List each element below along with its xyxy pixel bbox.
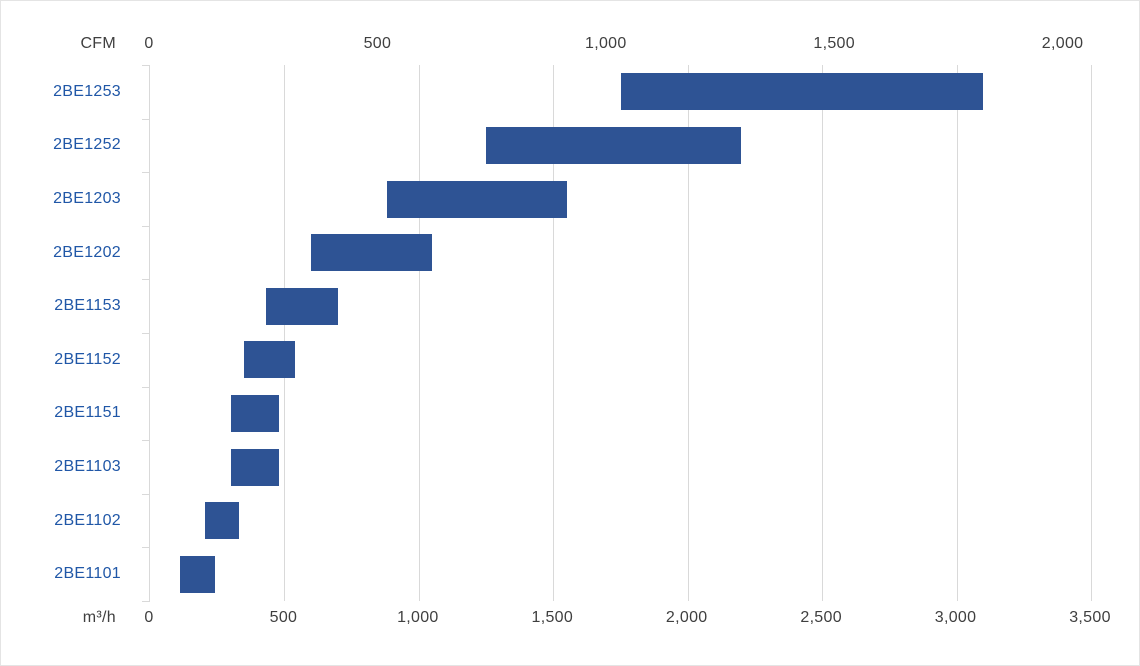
top-axis-tick-label: 1,000 bbox=[585, 35, 627, 52]
category-label-2BE1253: 2BE1253 bbox=[53, 82, 121, 100]
bottom-axis-unit-label: m³/h bbox=[82, 609, 116, 626]
bottom-axis-tick-label: 1,000 bbox=[397, 609, 439, 626]
top-axis-ticks: 0 500 1,000 1,500 2,000 bbox=[144, 35, 1090, 57]
y-axis-tick bbox=[142, 172, 150, 173]
range-bar-2BE1102 bbox=[205, 502, 239, 539]
y-axis-tick bbox=[142, 226, 150, 227]
range-bar-2BE1203 bbox=[386, 181, 567, 218]
y-axis-tick bbox=[142, 440, 150, 441]
y-axis-tick bbox=[142, 387, 150, 388]
y-axis-tick bbox=[142, 547, 150, 548]
y-axis-tick bbox=[142, 601, 150, 602]
range-bar-2BE1103 bbox=[230, 449, 280, 486]
category-label-2BE1103: 2BE1103 bbox=[54, 458, 121, 475]
category-label-2BE1153: 2BE1153 bbox=[54, 297, 121, 315]
range-bar-2BE1101 bbox=[179, 556, 215, 593]
bottom-axis-tick-label: 2,500 bbox=[800, 609, 842, 626]
top-axis-tick-label: 1,500 bbox=[813, 35, 855, 52]
y-axis-tick bbox=[142, 65, 150, 66]
gridline bbox=[687, 65, 689, 601]
gridline bbox=[553, 65, 555, 601]
category-label-2BE1252: 2BE1252 bbox=[53, 136, 121, 154]
category-label-2BE1102: 2BE1102 bbox=[54, 511, 121, 529]
y-axis-tick bbox=[142, 279, 150, 280]
category-labels: 2BE1253 2BE1252 2BE1203 2BE1202 2BE1153 2BE11… bbox=[1, 65, 121, 601]
range-bar-2BE1153 bbox=[265, 288, 339, 325]
category-label-2BE1101: 2BE1101 bbox=[54, 565, 121, 583]
range-bar-2BE1152 bbox=[244, 341, 296, 378]
range-bar-2BE1151 bbox=[230, 395, 280, 432]
y-axis-tick bbox=[142, 333, 150, 334]
bottom-axis-ticks: 0 500 1,000 1,500 2,000 2,500 3,000 3,500 bbox=[144, 609, 1110, 631]
top-axis-unit-label: CFM bbox=[80, 35, 116, 52]
bottom-axis-tick-label: 3,500 bbox=[1069, 609, 1111, 626]
top-axis-tick-label: 0 bbox=[144, 35, 154, 52]
gridline bbox=[418, 65, 420, 601]
range-bar-2BE1252 bbox=[486, 127, 742, 164]
y-axis-tick bbox=[142, 119, 150, 120]
y-axis-tick bbox=[142, 494, 150, 495]
category-label-2BE1203: 2BE1203 bbox=[53, 190, 121, 207]
range-bar-2BE1202 bbox=[311, 234, 433, 271]
range-bar-2BE1253 bbox=[620, 73, 984, 110]
plot-area bbox=[142, 65, 1092, 602]
top-axis-tick-label: 500 bbox=[363, 35, 392, 52]
category-label-2BE1152: 2BE1152 bbox=[54, 350, 121, 368]
category-label-2BE1202: 2BE1202 bbox=[53, 243, 121, 261]
bottom-axis-tick-label: 2,000 bbox=[665, 609, 708, 626]
category-label-2BE1151: 2BE1151 bbox=[54, 404, 121, 422]
bottom-axis-tick-label: 1,500 bbox=[531, 609, 574, 626]
top-axis-tick-label: 2,000 bbox=[1041, 35, 1084, 52]
bottom-axis-tick-label: 3,000 bbox=[934, 609, 977, 626]
gridline bbox=[956, 65, 958, 601]
gridline bbox=[822, 65, 824, 601]
gridline bbox=[284, 65, 286, 601]
bottom-axis-tick-label: 0 bbox=[144, 609, 154, 626]
bottom-axis-tick-label: 500 bbox=[269, 609, 298, 626]
gridline bbox=[1091, 65, 1092, 601]
